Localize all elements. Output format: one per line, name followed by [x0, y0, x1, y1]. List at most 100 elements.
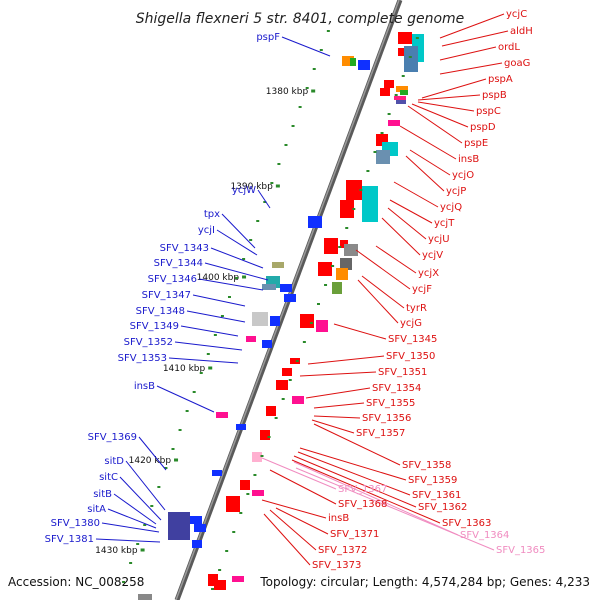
gene-feature: [290, 358, 300, 364]
leader-line: [313, 423, 401, 466]
gene-label-aldh: aldH: [510, 26, 533, 37]
leader-line: [261, 499, 327, 519]
gene-feature: [332, 282, 342, 294]
gene-feature: [358, 60, 370, 70]
gene-feature: [398, 32, 412, 44]
leader-line: [305, 387, 371, 399]
gene-label-tpx: tpx: [204, 209, 220, 220]
gene-feature: [292, 396, 304, 404]
gene-label-sfv-1344: SFV_1344: [154, 258, 203, 269]
accession-text: Accession: NC_008258: [8, 575, 144, 589]
gene-feature: [362, 186, 378, 222]
minor-tick: [309, 322, 313, 324]
scale-tick: [311, 89, 316, 93]
leader-line: [291, 459, 441, 524]
leader-line: [421, 78, 487, 99]
gene-label-pspa: pspA: [488, 74, 513, 85]
minor-tick: [253, 474, 257, 476]
minor-tick: [291, 125, 295, 127]
gene-label-sfv-1355: SFV_1355: [366, 398, 415, 409]
gene-feature: [340, 258, 352, 270]
leader-line: [393, 181, 439, 208]
gene-labels: pspF ycjW tpx ycjI SFV_1343 SFV_1344 SFV_1346 S…: [45, 9, 546, 571]
minor-tick: [270, 182, 274, 184]
minor-tick: [316, 303, 320, 305]
minor-tick: [164, 467, 168, 469]
minor-tick: [277, 163, 281, 165]
leader-line: [307, 355, 385, 365]
leader-line: [439, 62, 503, 75]
gene-feature: [318, 262, 332, 276]
minor-tick: [387, 113, 391, 115]
minor-tick: [366, 170, 370, 172]
minor-tick: [150, 505, 154, 507]
gene-label-sfv-1369: SFV_1369: [88, 432, 137, 443]
leader-line: [441, 30, 509, 47]
scale-label: 1380 kbp: [266, 87, 309, 97]
gene-feature: [226, 496, 240, 512]
minor-tick: [284, 144, 288, 146]
minor-tick: [239, 512, 243, 514]
minor-tick: [267, 436, 271, 438]
leader-line: [156, 385, 215, 413]
leader-line: [186, 310, 246, 323]
gene-label-sitd: sitD: [104, 456, 124, 467]
gene-label-ycjv: ycjV: [422, 250, 443, 261]
gene-feature: [252, 452, 262, 462]
minor-tick: [211, 588, 215, 590]
gene-feature: [388, 120, 400, 126]
gene-feature: [138, 594, 152, 600]
summary-text: Topology: circular; Length: 4,574,284 bp…: [259, 575, 590, 589]
gene-label-ycjw: ycjW: [232, 185, 256, 196]
minor-tick: [143, 524, 147, 526]
leader-line: [269, 509, 317, 551]
gene-feature: [192, 540, 202, 548]
leader-line: [417, 94, 481, 101]
gene-feature: [252, 490, 264, 496]
gene-feature: [208, 574, 218, 586]
gene-feature: [276, 380, 288, 390]
minor-tick: [199, 372, 203, 374]
gene-feature: [270, 316, 280, 326]
gene-feature: [266, 406, 276, 416]
minor-tick: [246, 493, 250, 495]
label-leaders: [95, 13, 509, 566]
minor-tick: [263, 201, 267, 203]
gene-feature: [376, 150, 390, 164]
minor-tick: [260, 455, 264, 457]
minor-tick: [319, 49, 323, 51]
gene-label-sfv-1364: SFV_1364: [460, 530, 509, 541]
minor-tick: [281, 398, 285, 400]
gene-label-sitb: sitB: [93, 489, 112, 500]
minor-tick: [218, 569, 222, 571]
minor-tick: [401, 75, 405, 77]
gene-label-sfv-1352: SFV_1352: [124, 337, 173, 348]
gene-label-sfv-1368: SFV_1368: [338, 499, 387, 510]
gene-feature: [280, 284, 292, 292]
gene-label-pspb: pspB: [482, 90, 507, 101]
minor-tick: [338, 246, 342, 248]
gene-feature: [300, 314, 314, 328]
minor-tick: [171, 448, 175, 450]
leader-line: [125, 460, 166, 511]
gene-label-sfv-1381: SFV_1381: [45, 534, 94, 545]
scale-label: 1400 kbp: [197, 273, 240, 283]
gene-label-ycjp: ycjP: [446, 186, 466, 197]
minor-tick: [352, 208, 356, 210]
scale-tick: [275, 184, 280, 188]
minor-tick: [192, 391, 196, 393]
gene-feature: [284, 294, 296, 302]
gene-feature: [346, 180, 362, 200]
gene-label-sfv-1349: SFV_1349: [130, 321, 179, 332]
minor-tick: [185, 410, 189, 412]
scale-label: 1430 kbp: [95, 546, 138, 556]
leader-line: [113, 493, 157, 525]
leader-line: [138, 436, 167, 471]
gene-feature: [394, 96, 406, 100]
leader-line: [389, 199, 433, 224]
gene-feature: [340, 200, 354, 218]
gene-label-sfv-1362: SFV_1362: [418, 502, 467, 513]
minor-tick: [345, 227, 349, 229]
leader-line: [198, 278, 264, 291]
scale-ticks: 1380 kbp 1390 kbp 1400 kbp 1410 kbp 1420 kbp…: [95, 30, 419, 590]
